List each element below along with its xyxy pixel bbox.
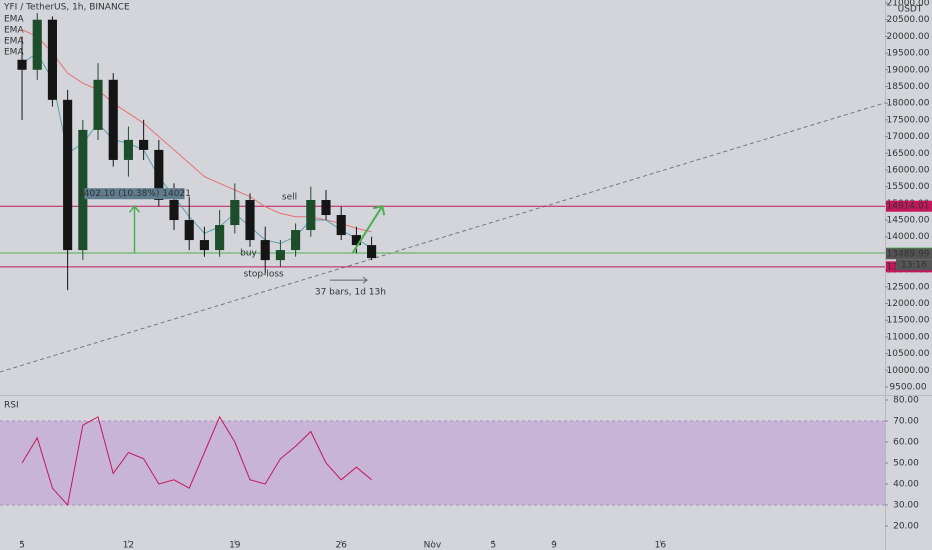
y-tick-label: 9500.00 — [889, 382, 926, 392]
x-tick-label: 5 — [19, 541, 25, 550]
projection-arrowhead — [362, 276, 368, 284]
candle-body — [63, 99, 73, 251]
rsi-tick-label: 50.00 — [893, 458, 919, 468]
candle-body — [275, 250, 285, 261]
candle-body — [351, 235, 361, 246]
rsi-tick-label: 80.00 — [893, 396, 919, 406]
rsi-tick-label: 40.00 — [893, 479, 919, 489]
y-tick-label: 12500.00 — [887, 282, 930, 292]
candle-body — [139, 139, 149, 150]
level-name: buy — [240, 249, 257, 259]
y-tick-label: 10500.00 — [887, 349, 930, 359]
candle-body — [17, 59, 27, 70]
candle-body — [321, 200, 331, 216]
target-arrowhead — [373, 205, 386, 216]
x-tick-label: 19 — [229, 541, 241, 550]
candle-body — [245, 200, 255, 241]
y-tick-label: 20000.00 — [887, 32, 930, 42]
x-tick-label: 16 — [655, 541, 667, 550]
candle-body — [199, 240, 209, 251]
rsi-line — [21, 415, 372, 507]
countdown-box — [896, 259, 932, 271]
measure-label: 1402.10 (10.38%) 14021 — [78, 189, 191, 199]
y-tick-label: 11000.00 — [887, 332, 930, 342]
x-tick-label: 12 — [123, 541, 134, 550]
level-price-label: 14914.01 — [887, 202, 930, 212]
x-tick-label: 26 — [335, 541, 347, 550]
last-price-box — [886, 248, 932, 260]
chart-title: YFI / TetherUS, 1h, BINANCE — [3, 3, 130, 13]
candle-body — [78, 129, 88, 251]
candle-body — [184, 220, 194, 241]
candle-body — [47, 19, 57, 100]
y-tick-label: 20500.00 — [887, 15, 930, 25]
y-tick-label: 16000.00 — [887, 165, 930, 175]
rsi-tick-label: 30.00 — [893, 500, 919, 510]
candle-body — [169, 200, 179, 221]
candle-body — [108, 79, 118, 160]
level-name: stop-loss — [244, 269, 284, 279]
y-tick-label: 10000.00 — [887, 366, 930, 376]
y-tick-label: 14000.00 — [887, 232, 930, 242]
last-price-label: 13489.99 — [887, 249, 930, 259]
candle-body — [260, 240, 270, 261]
y-tick-label: 11500.00 — [887, 316, 930, 326]
y-tick-label: 14500.00 — [887, 216, 930, 226]
target-arrow — [351, 205, 384, 254]
y-tick-label: 15500.00 — [887, 182, 930, 192]
rsi-label: RSI — [4, 401, 19, 411]
x-tick-label: 9 — [551, 541, 557, 550]
candle-body — [215, 225, 225, 251]
level-name: sell — [282, 193, 297, 203]
candle-body — [93, 79, 103, 130]
rsi-tick-label: 70.00 — [893, 417, 919, 427]
y-tick-label: 12000.00 — [887, 299, 930, 309]
candle-body — [230, 200, 240, 226]
trendline — [0, 102, 886, 373]
y-tick-label: 18500.00 — [887, 82, 930, 92]
indicator-label: EMA — [4, 26, 24, 36]
x-tick-label: Nov — [424, 541, 442, 550]
indicator-label: EMA — [4, 15, 24, 25]
currency-label: USDT — [898, 5, 923, 15]
candle-body — [336, 215, 346, 236]
candle-body — [367, 245, 377, 259]
rsi-tick-label: 20.00 — [893, 521, 919, 531]
countdown-label: 13:16 — [901, 260, 927, 270]
candle-body — [291, 230, 301, 251]
projection-label: 37 bars, 1d 13h — [315, 288, 386, 298]
candle-body — [154, 149, 164, 201]
y-tick-label: 17500.00 — [887, 115, 930, 125]
y-tick-label: 16500.00 — [887, 149, 930, 159]
measure-arrowhead — [128, 205, 141, 213]
x-tick-label: 5 — [490, 541, 496, 550]
y-tick-label: 18000.00 — [887, 99, 930, 109]
candle-body — [123, 139, 133, 160]
rsi-band — [0, 421, 885, 505]
rsi-tick-label: 60.00 — [893, 438, 919, 448]
y-tick-label: 17000.00 — [887, 132, 930, 142]
indicator-label: EMA — [4, 37, 24, 47]
y-tick-label: 21000.00 — [887, 0, 930, 9]
y-tick-label: 19500.00 — [887, 49, 930, 59]
indicator-label: EMA — [4, 48, 24, 58]
level-price-box — [886, 200, 932, 212]
candle-body — [32, 19, 42, 70]
measure-box — [84, 188, 185, 200]
y-tick-label: 19000.00 — [887, 65, 930, 75]
candle-body — [306, 200, 316, 231]
